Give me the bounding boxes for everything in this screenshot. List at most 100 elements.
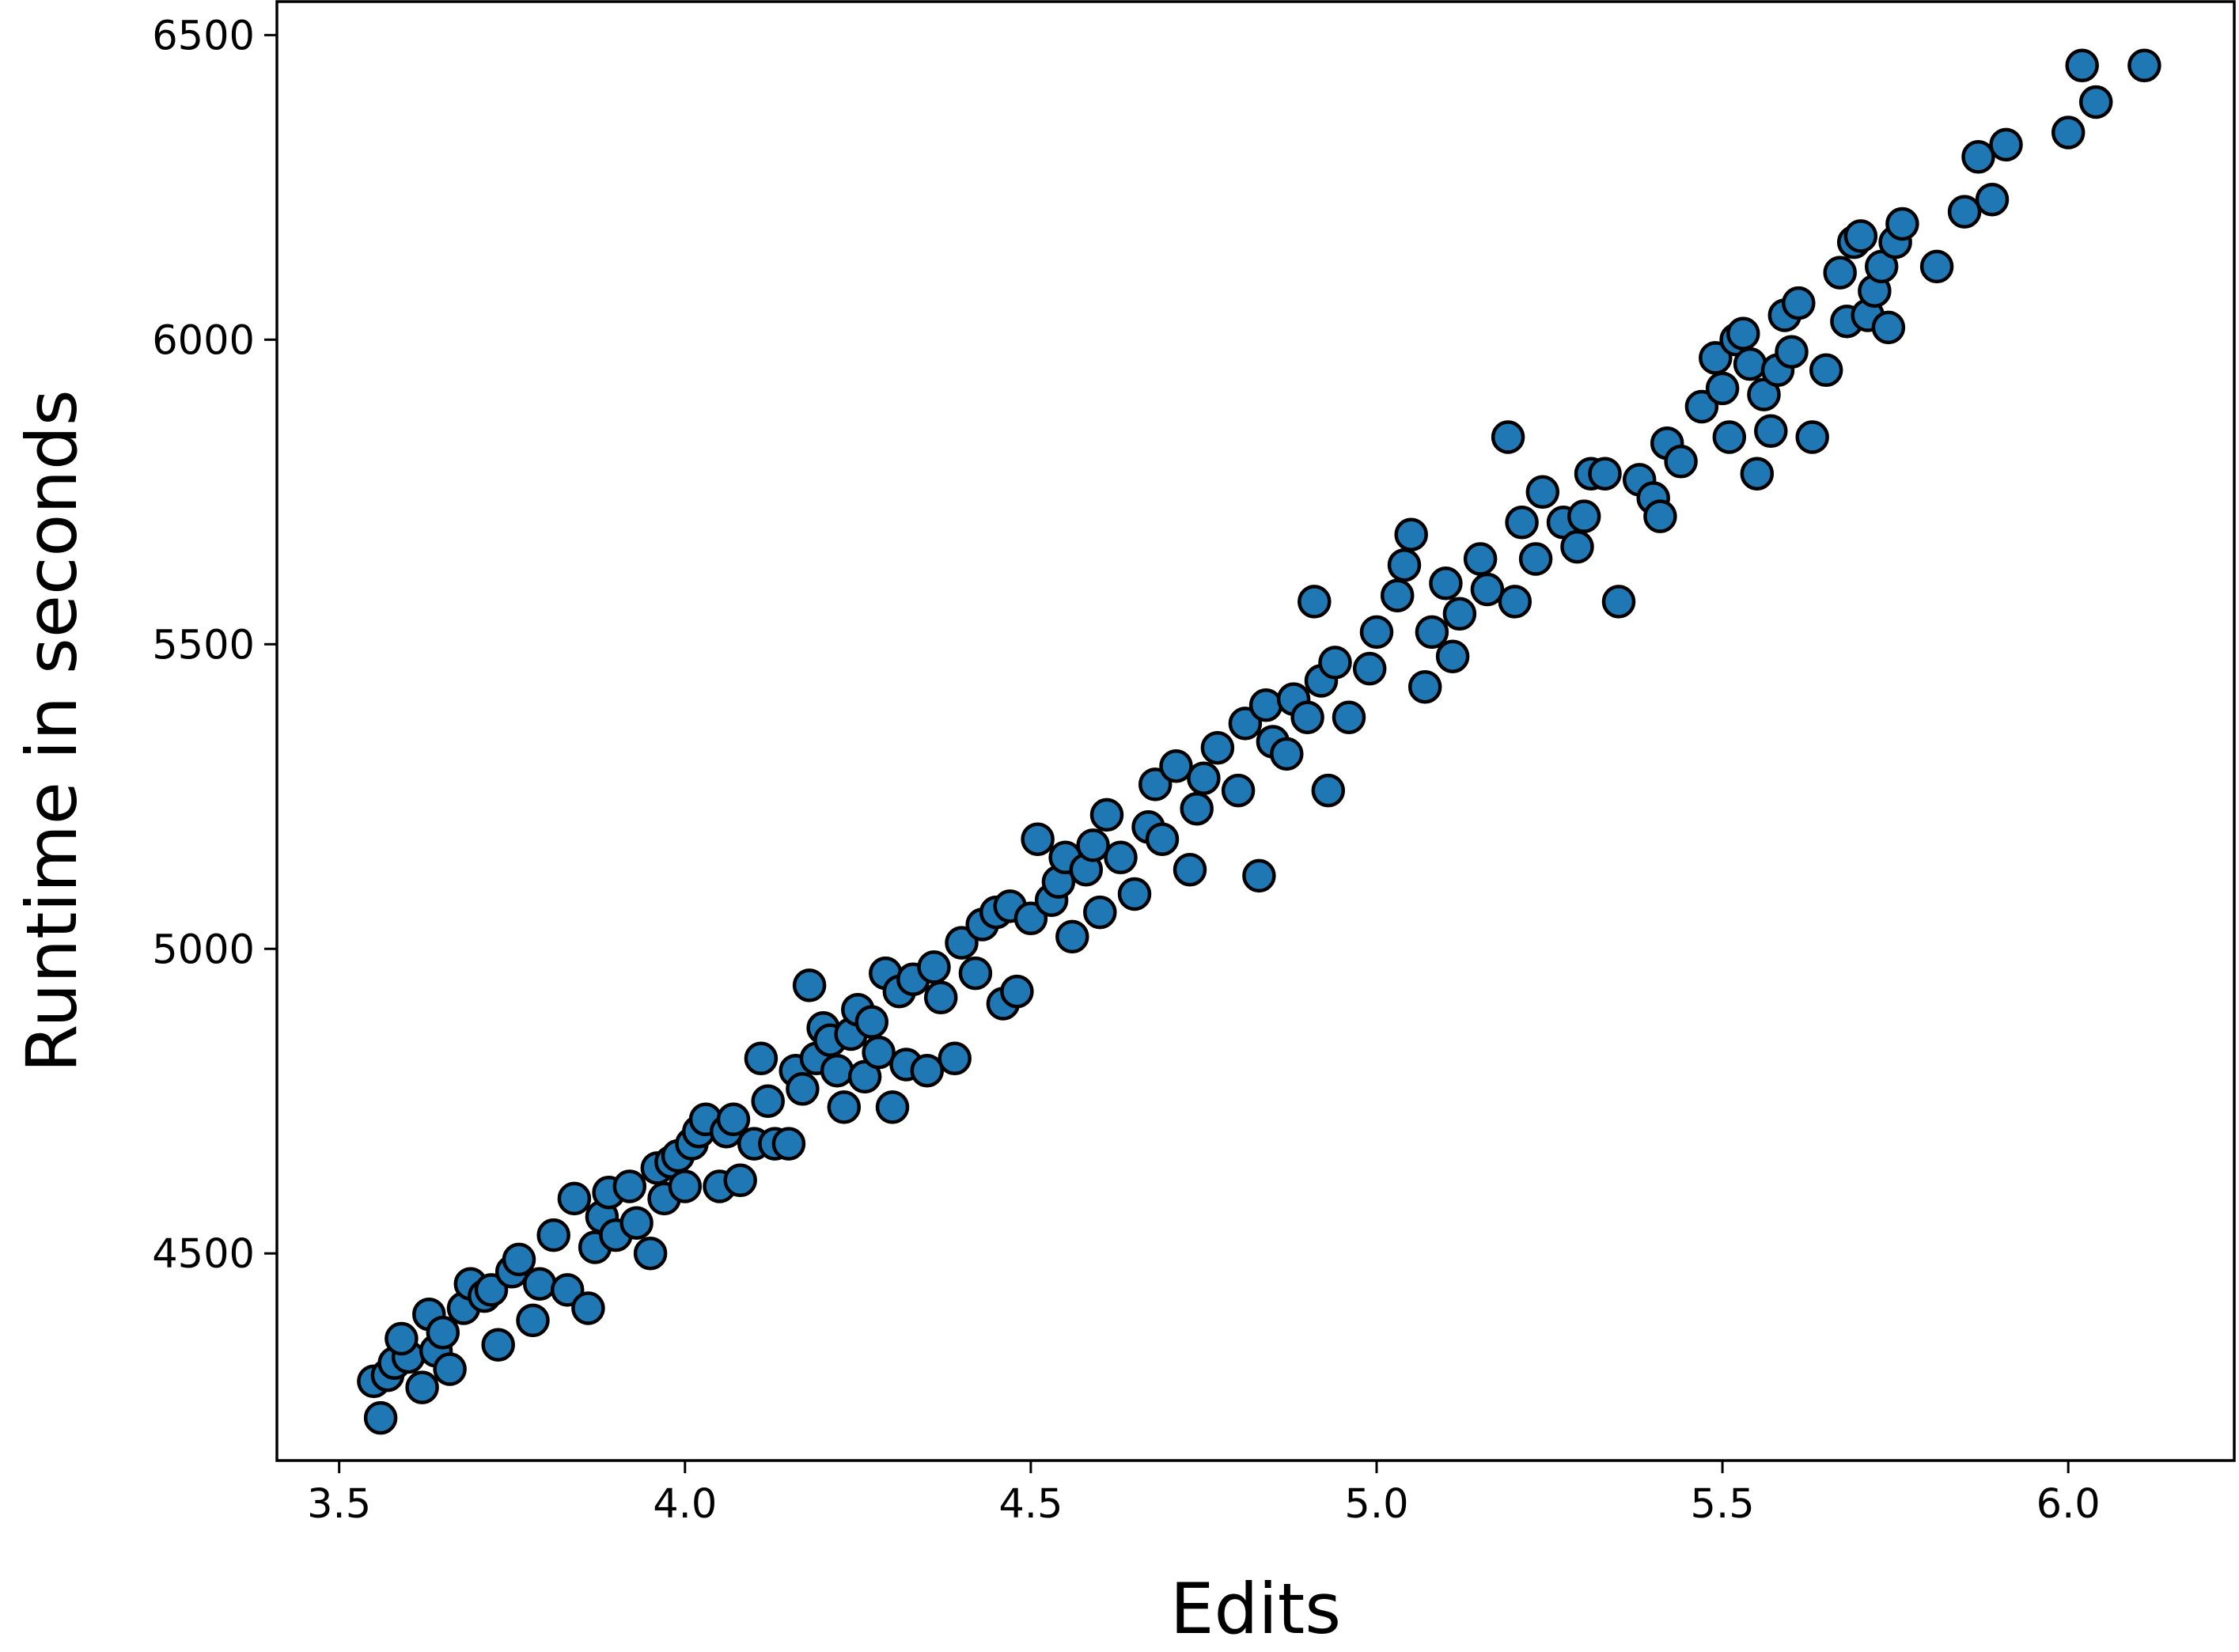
data-point: [1435, 639, 1470, 673]
data-point: [1525, 475, 1560, 510]
data-point: [1332, 700, 1366, 734]
data-point: [1470, 572, 1505, 607]
data-point: [1705, 371, 1740, 406]
data-point: [1518, 542, 1553, 576]
data-point: [633, 1236, 668, 1271]
data-point: [1699, 341, 1733, 375]
data-point: [958, 956, 993, 991]
x-tick-label: 5.0: [1344, 1481, 1408, 1528]
data-point: [1588, 457, 1622, 491]
data-point: [1684, 389, 1719, 424]
data-point: [557, 1181, 592, 1216]
data-point: [1021, 822, 1055, 856]
data-point: [945, 926, 979, 960]
data-point: [1775, 335, 1809, 369]
data-point: [2065, 48, 2099, 83]
data-point: [1298, 585, 1332, 619]
data-point: [1180, 791, 1214, 826]
plot-area-frame: [275, 0, 2236, 1462]
data-point: [875, 1090, 910, 1124]
data-point: [744, 1041, 779, 1076]
data-point: [1947, 195, 1982, 229]
data-point: [751, 1084, 785, 1118]
data-point: [536, 1218, 570, 1252]
data-point: [1843, 219, 1878, 253]
data-point: [1221, 773, 1256, 808]
data-point: [2078, 85, 2113, 119]
x-tick-label: 6.0: [2036, 1481, 2101, 1528]
data-point: [2127, 48, 2161, 83]
data-point: [502, 1242, 536, 1277]
data-point: [1173, 852, 1207, 887]
data-point: [1083, 895, 1117, 930]
data-point: [1712, 420, 1747, 454]
data-point: [1407, 669, 1442, 704]
data-point: [1013, 901, 1048, 936]
data-point: [1187, 761, 1221, 795]
data-point: [1429, 566, 1463, 601]
data-point: [385, 1321, 419, 1356]
y-tick-label: 5000: [152, 926, 255, 973]
data-point: [2051, 116, 2086, 150]
data-point: [723, 1163, 757, 1198]
data-point: [923, 980, 958, 1015]
y-tick-label: 6500: [152, 13, 255, 59]
data-point: [612, 1169, 647, 1203]
data-point: [1352, 651, 1387, 686]
y-axis-ticks: 4500 5000 5500 6000 6500: [152, 13, 277, 1278]
x-tick-label: 3.5: [307, 1481, 371, 1528]
data-point: [1200, 730, 1235, 765]
data-point: [1228, 707, 1263, 741]
data-point: [1733, 347, 1767, 381]
data-point: [1415, 615, 1449, 650]
data-point: [1726, 316, 1760, 350]
y-tick-label: 6000: [152, 317, 255, 364]
data-point: [405, 1370, 439, 1404]
x-axis-ticks: 3.5 4.0 4.5 5.0 5.5 6.0: [307, 1461, 2101, 1528]
data-point: [1000, 974, 1034, 1009]
data-point: [1442, 597, 1477, 631]
data-point: [1117, 877, 1152, 911]
data-point: [1138, 767, 1173, 801]
data-point: [1740, 457, 1775, 491]
data-point: [1290, 700, 1324, 734]
data-point: [1601, 585, 1636, 619]
data-point: [792, 968, 827, 1002]
data-point: [1795, 420, 1829, 454]
data-point: [426, 1316, 460, 1350]
data-point: [854, 1005, 889, 1039]
x-tick-label: 5.5: [1691, 1481, 1755, 1528]
data-point: [1809, 353, 1843, 388]
data-point: [668, 1169, 703, 1203]
data-point: [1975, 182, 2010, 217]
data-point: [474, 1273, 509, 1307]
data-point: [1159, 749, 1193, 783]
data-point: [433, 1352, 467, 1386]
data-point: [1643, 499, 1677, 533]
y-axis-label: Runtime in seconds: [11, 389, 93, 1072]
data-point: [917, 950, 951, 984]
data-point: [522, 1267, 557, 1301]
data-point: [1248, 688, 1283, 722]
data-point: [716, 1102, 751, 1137]
data-point: [1463, 542, 1498, 576]
x-axis-label: Edits: [1170, 1568, 1341, 1650]
data-point: [1754, 414, 1788, 449]
data-point: [1359, 615, 1394, 650]
y-tick-label: 5500: [152, 622, 255, 669]
data-point: [1394, 517, 1428, 551]
data-point: [481, 1328, 515, 1362]
data-point: [1311, 773, 1346, 808]
data-point: [1318, 646, 1352, 680]
data-point: [1089, 798, 1124, 832]
data-point: [1989, 127, 2023, 162]
data-point: [1498, 585, 1532, 619]
data-point: [1505, 506, 1539, 540]
data-point: [1145, 822, 1180, 856]
data-point: [1270, 737, 1304, 771]
data-point: [1491, 420, 1525, 454]
data-point: [1560, 529, 1594, 564]
data-point: [771, 1127, 806, 1161]
data-point: [1823, 256, 1857, 290]
